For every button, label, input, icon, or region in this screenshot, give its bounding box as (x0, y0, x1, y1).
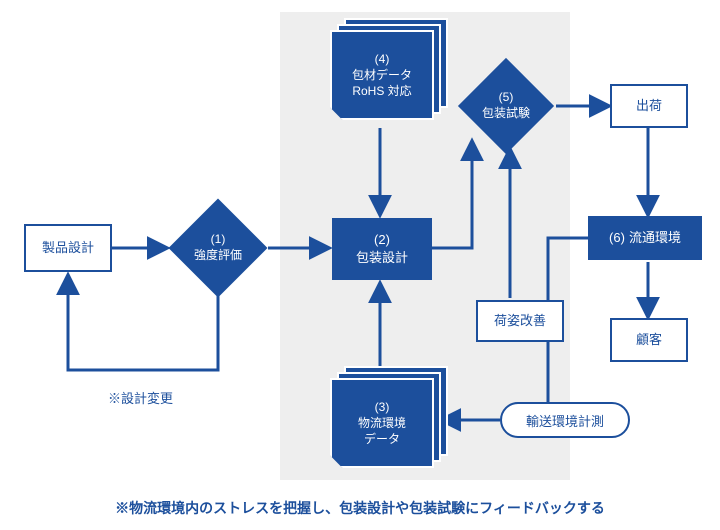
node-1-num: (1) (211, 232, 226, 248)
node-customer: 顧客 (610, 318, 688, 362)
node-5-package-test: (5) 包装試験 (458, 58, 554, 154)
node-measure-pill: 輸送環境計測 (500, 402, 630, 438)
node-2-num: (2) (374, 231, 390, 249)
node-4-label: 包材データRoHS 対応 (352, 67, 412, 99)
node-3-label: 物流環境データ (358, 415, 406, 447)
node-1-strength-eval: (1) 強度評価 (168, 198, 268, 298)
label-product-design: 製品設計 (42, 239, 94, 257)
label-shipment: 出荷 (636, 97, 662, 115)
node-shipment: 出荷 (610, 84, 688, 128)
label-measure: 輸送環境計測 (526, 411, 604, 430)
node-1-label: 強度評価 (194, 248, 242, 264)
node-4-material-data: (4) 包材データRoHS 対応 (330, 30, 434, 120)
label-customer: 顧客 (636, 331, 662, 349)
node-4-num: (4) (375, 51, 390, 67)
footer-note: ※物流環境内のストレスを把握し、包装設計や包装試験にフィードバックする (0, 498, 720, 518)
node-2-package-design: (2) 包装設計 (332, 218, 432, 280)
node-2-label: 包装設計 (356, 249, 408, 267)
node-5-label: 包装試験 (482, 106, 530, 122)
node-kaizen: 荷姿改善 (476, 300, 564, 342)
flowchart-canvas: 製品設計 (1) 強度評価 (2) 包装設計 (4) 包材データRoHS 対応 … (0, 0, 720, 530)
node-6-distribution-env: (6) 流通環境 (588, 216, 702, 260)
node-5-num: (5) (499, 90, 514, 106)
node-6-label: 流通環境 (629, 229, 681, 247)
node-3-num: (3) (375, 399, 390, 415)
node-6-num: (6) (609, 229, 625, 247)
node-3-logistics-data: (3) 物流環境データ (330, 378, 434, 468)
note-design-change: ※設計変更 (108, 388, 173, 407)
label-kaizen: 荷姿改善 (494, 312, 546, 330)
node-product-design: 製品設計 (24, 224, 112, 272)
